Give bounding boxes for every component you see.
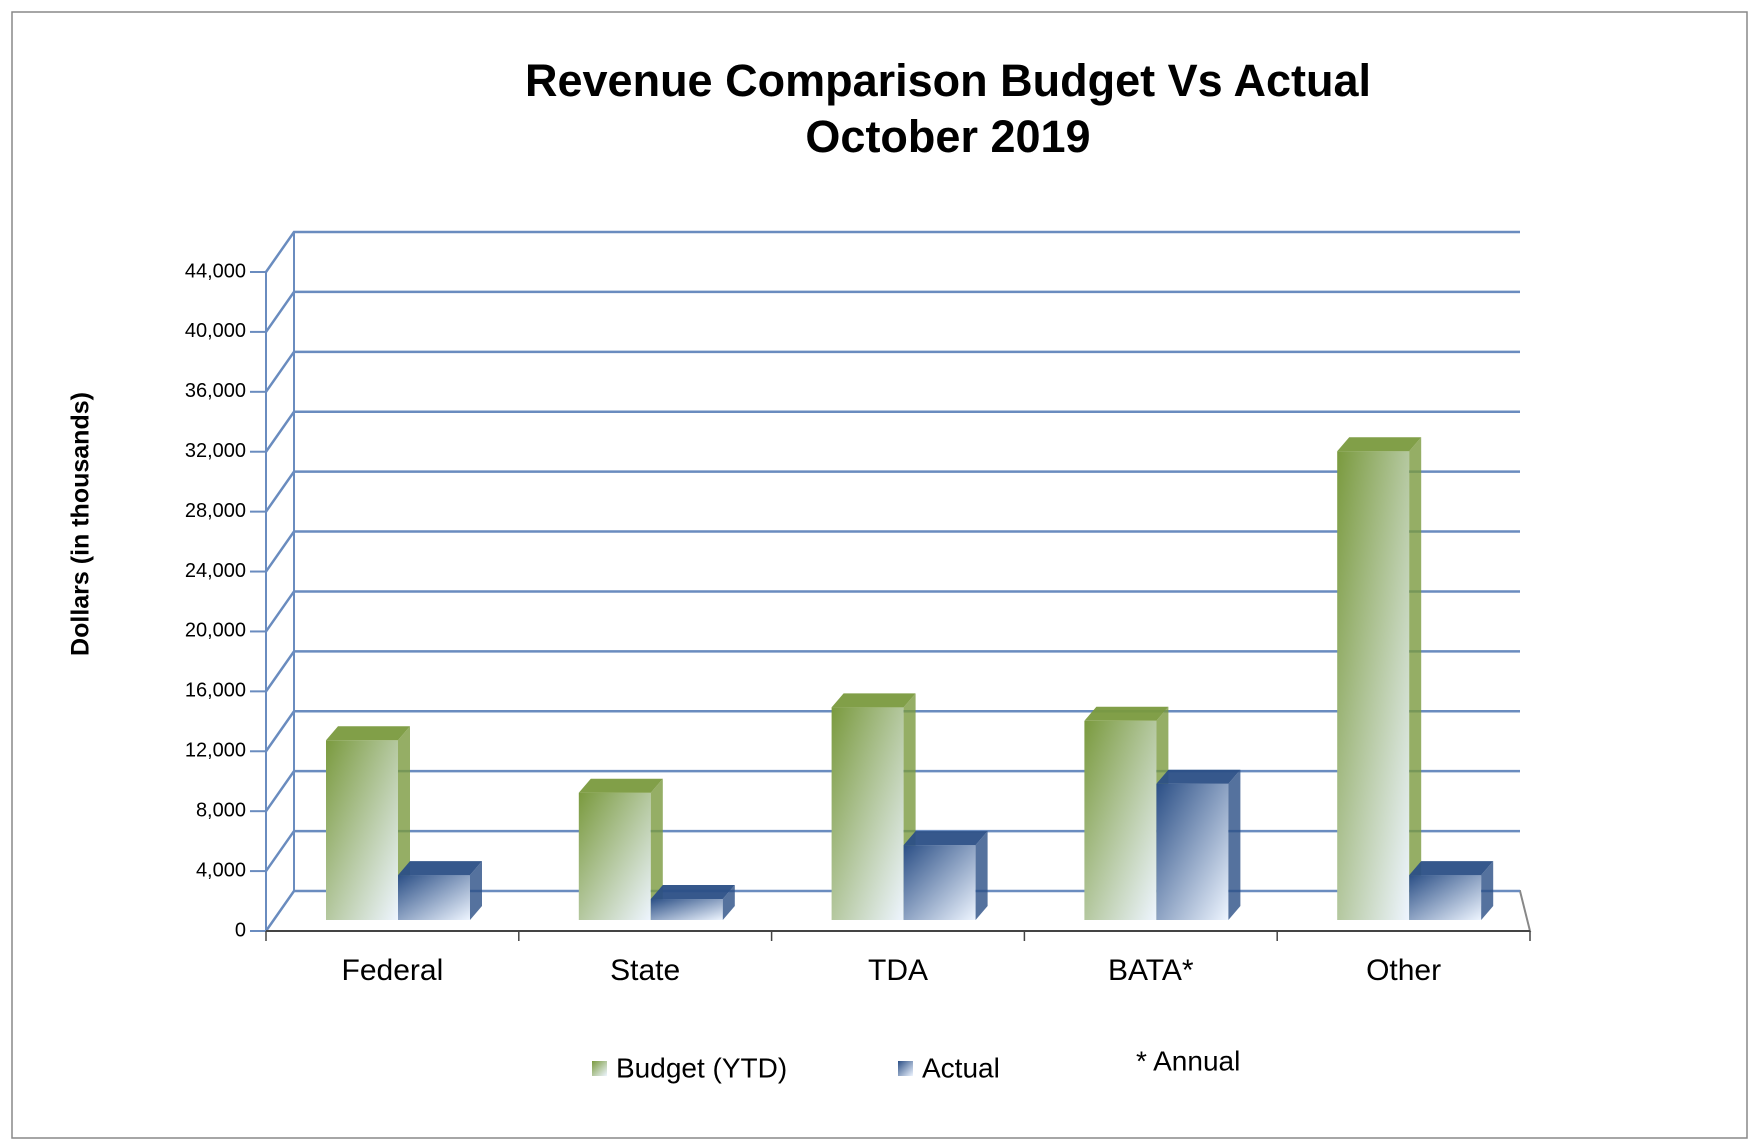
bar-top xyxy=(831,693,916,708)
y-tick-label: 4,000 xyxy=(196,859,246,881)
bar-front xyxy=(1337,451,1410,920)
bar-top xyxy=(650,885,735,900)
bar-side xyxy=(470,861,482,920)
legend-label: Budget (YTD) xyxy=(616,1052,787,1083)
bar-side xyxy=(722,885,735,920)
bar-front xyxy=(831,707,904,920)
bar xyxy=(398,861,482,920)
bar xyxy=(903,831,988,920)
bar xyxy=(650,885,735,920)
bar-front xyxy=(1409,875,1482,920)
y-tick-label: 36,000 xyxy=(185,380,246,402)
bar-side xyxy=(650,778,663,920)
x-tick-label: Federal xyxy=(342,954,444,987)
bar-top xyxy=(578,778,663,793)
bar xyxy=(1084,706,1169,920)
legend-swatch xyxy=(898,1061,913,1076)
bar-top xyxy=(1409,861,1494,876)
y-tick-label: 20,000 xyxy=(185,620,246,642)
bar-top xyxy=(1337,437,1422,452)
x-tick-label: State xyxy=(610,954,680,987)
bar-front xyxy=(398,875,470,920)
bar-top xyxy=(326,726,410,741)
chart-title: Revenue Comparison Budget Vs Actual xyxy=(525,55,1371,106)
bar-front xyxy=(1156,783,1229,920)
y-tick-label: 40,000 xyxy=(185,320,246,342)
x-tick-label: TDA xyxy=(868,954,928,987)
y-tick-label: 44,000 xyxy=(185,260,246,282)
y-axis-label: Dollars (in thousands) xyxy=(67,392,95,656)
bar xyxy=(831,693,916,920)
bar-front xyxy=(1084,720,1157,920)
bar-top xyxy=(903,831,988,846)
bar-front xyxy=(903,845,976,920)
bar-top xyxy=(1156,769,1241,784)
chart-subtitle: October 2019 xyxy=(805,111,1090,162)
bar xyxy=(578,778,663,920)
legend-label: Actual xyxy=(922,1052,1000,1083)
bar-side xyxy=(1481,861,1494,920)
y-tick-label: 8,000 xyxy=(196,799,246,821)
bar-front xyxy=(650,899,723,920)
x-tick-label: Other xyxy=(1366,954,1441,987)
y-tick-label: 28,000 xyxy=(185,500,246,522)
bar-side xyxy=(1228,769,1241,920)
y-tick-label: 0 xyxy=(235,919,246,941)
bar-top xyxy=(398,861,482,876)
bar-side xyxy=(1409,437,1422,920)
x-tick-label: BATA* xyxy=(1108,954,1194,987)
bar xyxy=(1409,861,1494,920)
bar xyxy=(1337,437,1422,920)
bar xyxy=(326,726,410,920)
bar xyxy=(1156,769,1241,920)
chart-frame xyxy=(11,11,1748,1139)
bar-top xyxy=(1084,706,1169,721)
bar-side xyxy=(975,831,988,920)
y-tick-label: 24,000 xyxy=(185,560,246,582)
y-tick-label: 12,000 xyxy=(185,740,246,762)
legend-swatch xyxy=(592,1061,607,1076)
bar-front xyxy=(326,740,398,920)
bar-front xyxy=(578,792,651,920)
annotation: * Annual xyxy=(1136,1045,1240,1076)
y-tick-label: 32,000 xyxy=(185,440,246,462)
y-tick-label: 16,000 xyxy=(185,680,246,702)
